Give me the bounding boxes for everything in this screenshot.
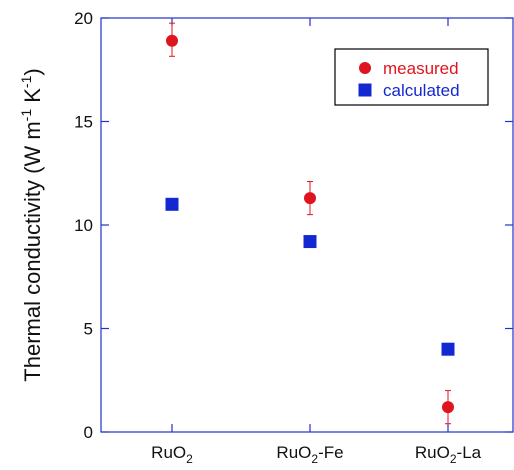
point-measured xyxy=(442,401,454,414)
x-tick-label: RuO2-Fe xyxy=(276,443,343,466)
y-tick-label: 5 xyxy=(84,320,93,339)
point-calculated xyxy=(441,342,455,356)
point-calculated xyxy=(165,197,179,211)
legend-label-measured: measured xyxy=(383,59,459,78)
y-tick-label: 15 xyxy=(74,113,93,132)
point-measured xyxy=(166,34,178,47)
point-calculated xyxy=(303,235,317,249)
point-measured xyxy=(304,192,316,205)
y-axis: 0 5 10 15 20 xyxy=(74,9,513,442)
x-axis: RuO2 RuO2-Fe RuO2-La xyxy=(151,18,482,466)
data-marks xyxy=(165,22,455,425)
y-axis-label: Thermal conductivity (W m-1 K-1) xyxy=(18,68,45,381)
legend-label-calculated: calculated xyxy=(383,81,460,100)
y-tick-label: 10 xyxy=(74,216,93,235)
legend-marker-measured xyxy=(359,62,371,74)
y-tick-label: 0 xyxy=(84,423,93,442)
y-tick-label: 20 xyxy=(74,9,93,28)
x-tick-label: RuO2-La xyxy=(415,443,482,466)
x-tick-label: RuO2 xyxy=(151,443,193,466)
legend-marker-calculated xyxy=(358,83,372,97)
legend: measured calculated xyxy=(334,48,489,106)
